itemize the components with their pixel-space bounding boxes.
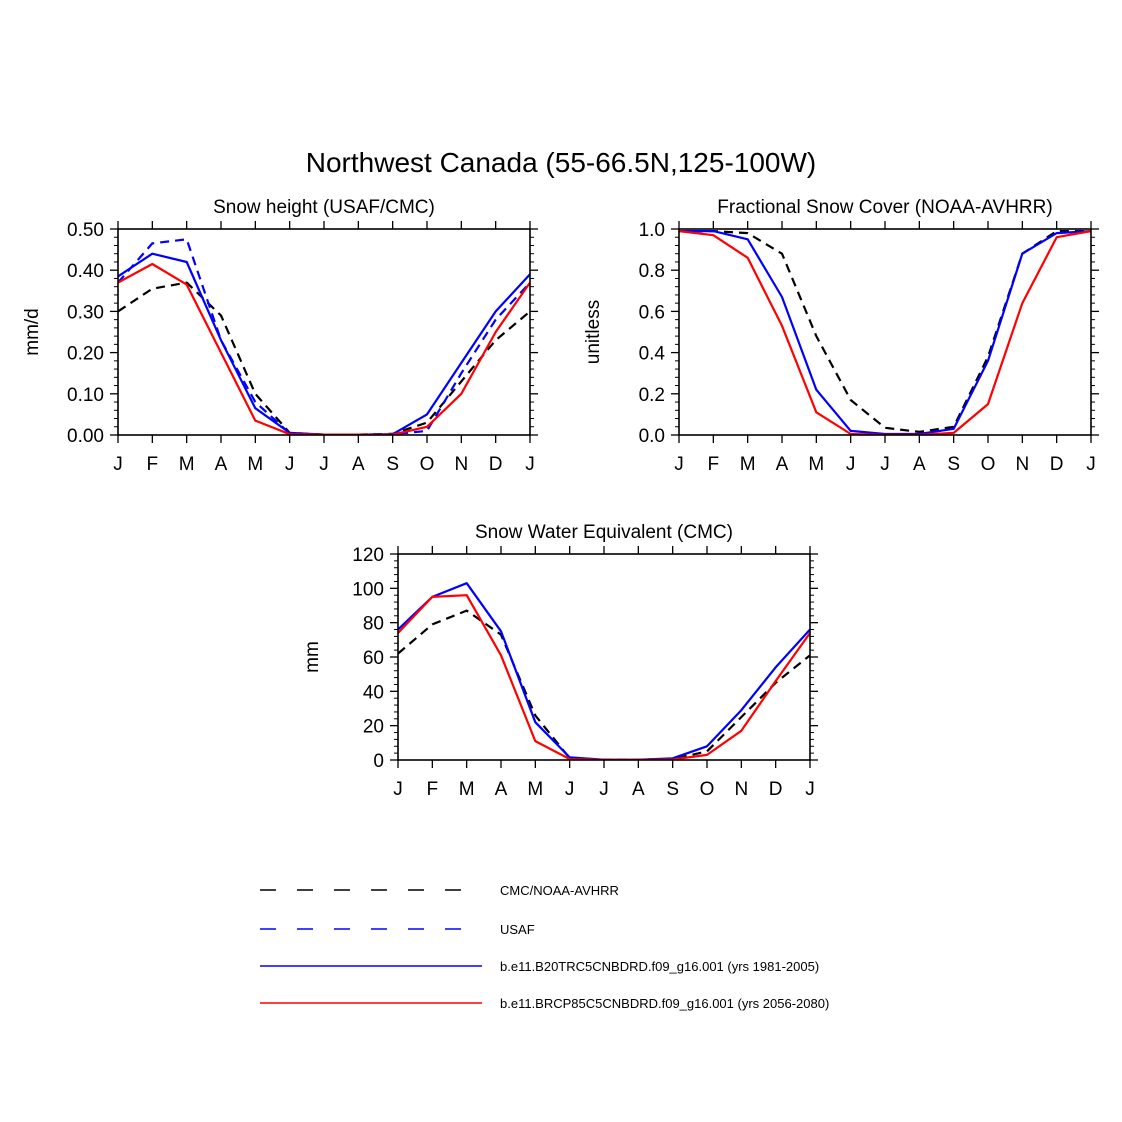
x-tick-label: J <box>846 454 856 475</box>
x-tick-label: J <box>525 454 535 475</box>
y-tick-label: 80 <box>363 614 384 635</box>
x-tick-label: F <box>708 454 720 475</box>
x-tick-label: M <box>808 454 824 475</box>
legend: CMC/NOAA-AVHRR USAF b.e11.B20TRC5CNBDRD.f0… <box>260 883 829 1011</box>
series-line-1 <box>679 230 1091 433</box>
x-tick-label: J <box>1086 454 1096 475</box>
figure-title: Northwest Canada (55-66.5N,125-100W) <box>306 147 816 178</box>
x-tick-label: A <box>776 454 789 475</box>
x-tick-label: J <box>393 779 403 800</box>
y-tick-label: 0.4 <box>639 344 666 365</box>
y-axis-label: mm <box>302 641 323 673</box>
x-tick-label: J <box>880 454 890 475</box>
x-tick-label: M <box>527 779 543 800</box>
series-line-2 <box>398 582 810 760</box>
series-line-4 <box>118 262 530 435</box>
y-tick-label: 40 <box>363 682 384 703</box>
panel-1: Snow height (USAF/CMC)mm/dJ F M A M J J A S O N D J0… <box>22 197 538 475</box>
x-tick-label: M <box>459 779 475 800</box>
x-tick-label: A <box>632 779 645 800</box>
legend-label-3: b.e11.B20TRC5CNBDRD.f09_g16.001 (yrs 198… <box>500 959 819 974</box>
x-tick-label: D <box>489 454 503 475</box>
x-tick-label: O <box>981 454 996 475</box>
y-tick-label: 0.2 <box>639 385 665 406</box>
series-line-2 <box>118 238 530 435</box>
series-line-1 <box>118 281 530 435</box>
series-group <box>679 230 1091 435</box>
x-tick-label: J <box>674 454 684 475</box>
panel-title: Snow height (USAF/CMC) <box>213 197 435 218</box>
x-tick-label: A <box>215 454 228 475</box>
x-tick-label: O <box>420 454 435 475</box>
y-tick-label: 100 <box>352 579 384 600</box>
y-tick-label: 0.00 <box>67 426 104 447</box>
x-tick-label: M <box>247 454 263 475</box>
x-tick-label: A <box>352 454 365 475</box>
series-line-1 <box>398 609 810 760</box>
y-tick-label: 0.40 <box>67 261 104 282</box>
y-tick-label: 0.30 <box>67 302 104 323</box>
x-tick-label: N <box>1015 454 1029 475</box>
x-tick-label: N <box>454 454 468 475</box>
x-tick-label: S <box>666 779 679 800</box>
series-group <box>398 582 810 760</box>
y-tick-label: 0.6 <box>639 302 665 323</box>
x-tick-label: S <box>386 454 399 475</box>
plot-frame <box>678 228 1092 436</box>
y-axis-label: mm/d <box>22 308 43 356</box>
x-tick-label: O <box>700 779 715 800</box>
x-tick-label: M <box>740 454 756 475</box>
y-axis-label: unitless <box>583 300 604 364</box>
x-tick-label: F <box>427 779 439 800</box>
x-tick-label: F <box>147 454 159 475</box>
y-tick-label: 1.0 <box>639 220 665 241</box>
x-tick-label: D <box>1050 454 1064 475</box>
series-group <box>118 238 530 435</box>
x-tick-label: A <box>495 779 508 800</box>
y-tick-label: 120 <box>352 545 384 566</box>
x-tick-label: S <box>947 454 960 475</box>
x-tick-label: J <box>599 779 609 800</box>
panels: Snow height (USAF/CMC)mm/dJ F M A M J J A S O N D J0… <box>22 197 1099 800</box>
x-tick-label: D <box>769 779 783 800</box>
series-line-3 <box>398 594 810 760</box>
panel-title: Fractional Snow Cover (NOAA-AVHRR) <box>717 197 1052 218</box>
x-tick-label: J <box>319 454 329 475</box>
x-tick-label: J <box>805 779 815 800</box>
x-tick-label: N <box>734 779 748 800</box>
x-tick-label: J <box>565 779 575 800</box>
series-line-3 <box>679 230 1091 435</box>
x-tick-label: J <box>285 454 295 475</box>
y-tick-label: 0 <box>373 751 384 772</box>
legend-label-1: CMC/NOAA-AVHRR <box>500 883 619 898</box>
series-line-2 <box>679 230 1091 435</box>
y-tick-label: 0.8 <box>639 261 665 282</box>
x-tick-label: A <box>913 454 926 475</box>
panel-title: Snow Water Equivalent (CMC) <box>475 522 733 543</box>
y-tick-label: 20 <box>363 717 384 738</box>
y-tick-label: 0.10 <box>67 385 104 406</box>
x-tick-label: J <box>113 454 123 475</box>
legend-label-4: b.e11.BRCP85C5CNBDRD.f09_g16.001 (yrs 20… <box>500 996 829 1011</box>
panel-3: Snow Water Equivalent (CMC)mmJ F M A M J J A S O N… <box>302 522 818 800</box>
x-tick-label: M <box>179 454 195 475</box>
y-tick-label: 60 <box>363 648 384 669</box>
y-tick-label: 0.20 <box>67 344 104 365</box>
legend-label-2: USAF <box>500 922 535 937</box>
panel-2: Fractional Snow Cover (NOAA-AVHRR) unitle… <box>583 197 1099 475</box>
y-tick-label: 0.0 <box>639 426 665 447</box>
y-tick-label: 0.50 <box>67 220 104 241</box>
